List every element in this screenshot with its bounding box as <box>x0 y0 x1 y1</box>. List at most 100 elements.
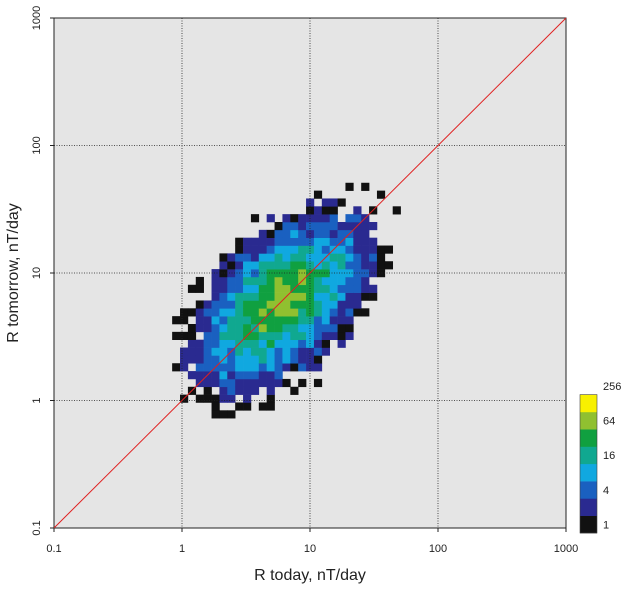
heatmap-cell <box>313 245 323 254</box>
heatmap-cell <box>313 355 323 364</box>
heatmap-cell <box>353 229 362 238</box>
heatmap-cell <box>274 378 283 388</box>
colorbar-swatch <box>580 515 597 534</box>
heatmap-cell <box>266 229 275 238</box>
heatmap-cell <box>227 316 236 325</box>
heatmap-cell <box>211 300 220 309</box>
heatmap-cell <box>298 253 307 262</box>
heatmap-cell <box>282 308 291 317</box>
heatmap-cell <box>266 331 275 340</box>
heatmap-cell <box>329 253 338 262</box>
heatmap-cell <box>258 237 267 246</box>
heatmap-cell <box>274 347 283 356</box>
heatmap-cell <box>282 316 291 325</box>
heatmap-cell <box>329 284 338 293</box>
heatmap-cell <box>298 363 307 372</box>
heatmap-cell <box>361 222 370 231</box>
heatmap-cell <box>235 355 244 364</box>
heatmap-cell <box>203 300 212 309</box>
heatmap-cell <box>337 324 346 333</box>
heatmap-cell <box>211 339 220 348</box>
heatmap-cell <box>266 371 275 380</box>
heatmap-cell <box>235 284 244 293</box>
heatmap-cell <box>337 261 346 270</box>
heatmap-cell <box>227 410 236 419</box>
heatmap-cell <box>282 276 291 286</box>
colorbar-swatch <box>580 463 597 482</box>
heatmap-cell <box>266 292 275 301</box>
heatmap-cell <box>313 331 323 340</box>
heatmap-cell <box>266 253 275 262</box>
heatmap-cell <box>258 229 267 238</box>
heatmap-cell <box>290 363 299 372</box>
heatmap-cell <box>290 222 299 231</box>
heatmap-cell <box>392 206 401 215</box>
heatmap-cell <box>219 378 228 388</box>
heatmap-cell <box>321 237 330 246</box>
x-tick-label: 100 <box>429 543 447 555</box>
heatmap-cell <box>195 300 204 309</box>
heatmap-cell <box>321 339 330 348</box>
heatmap-cell <box>361 292 370 301</box>
heatmap-cell <box>361 229 370 238</box>
heatmap-cell <box>195 363 204 372</box>
heatmap-cell <box>266 347 275 356</box>
heatmap-cell <box>172 316 181 325</box>
heatmap-cell <box>219 253 228 262</box>
heatmap-cell <box>211 355 220 364</box>
heatmap-cell <box>235 300 244 309</box>
heatmap-cell <box>195 339 204 348</box>
heatmap-cell <box>235 347 244 356</box>
heatmap-cell <box>282 378 291 388</box>
heatmap-cell <box>274 261 283 270</box>
heatmap-cell <box>353 308 362 317</box>
heatmap-cell <box>235 292 244 301</box>
heatmap-cell <box>361 284 370 293</box>
heatmap-cell <box>376 269 386 278</box>
heatmap-cell <box>274 331 283 340</box>
colorbar-swatch <box>580 394 597 413</box>
heatmap-cell <box>345 324 354 333</box>
heatmap-cell <box>345 214 354 223</box>
heatmap-cell <box>243 253 252 262</box>
heatmap-cell <box>180 347 189 356</box>
heatmap-cell <box>290 292 299 301</box>
x-tick-label: 0.1 <box>46 543 61 555</box>
heatmap-cell <box>250 261 260 270</box>
heatmap-cell <box>313 347 323 356</box>
x-axis-title: R today, nT/day <box>254 567 366 584</box>
heatmap-cell <box>298 229 307 238</box>
heatmap-cell <box>258 378 267 388</box>
heatmap-cell <box>235 324 244 333</box>
heatmap-cell <box>258 253 267 262</box>
heatmap-cell <box>250 363 260 372</box>
heatmap-cell <box>258 308 267 317</box>
heatmap-cell <box>321 229 330 238</box>
heatmap-cell <box>321 261 330 270</box>
heatmap-cell <box>376 261 386 270</box>
heatmap-cell <box>345 182 354 191</box>
heatmap-cell <box>266 237 275 246</box>
heatmap-cell <box>306 300 315 309</box>
heatmap-cell <box>219 386 228 395</box>
heatmap-cell <box>243 363 252 372</box>
heatmap-cell <box>290 386 299 395</box>
colorbar-label: 4 <box>603 485 609 497</box>
heatmap-cell <box>258 245 267 254</box>
heatmap-cell <box>298 324 307 333</box>
heatmap-cell <box>227 253 236 262</box>
heatmap-cell <box>290 331 299 340</box>
heatmap-cell <box>384 245 394 254</box>
heatmap-cell <box>203 324 212 333</box>
heatmap-cell <box>235 245 244 254</box>
heatmap-cell <box>250 253 260 262</box>
heatmap-cell <box>274 269 283 278</box>
heatmap-cell <box>345 222 354 231</box>
heatmap-cell <box>282 300 291 309</box>
heatmap-cell <box>298 308 307 317</box>
heatmap-cell <box>321 331 330 340</box>
heatmap-cell <box>329 229 338 238</box>
heatmap-cell <box>258 402 267 411</box>
heatmap-cell <box>329 269 338 278</box>
heatmap-cell <box>243 276 252 286</box>
